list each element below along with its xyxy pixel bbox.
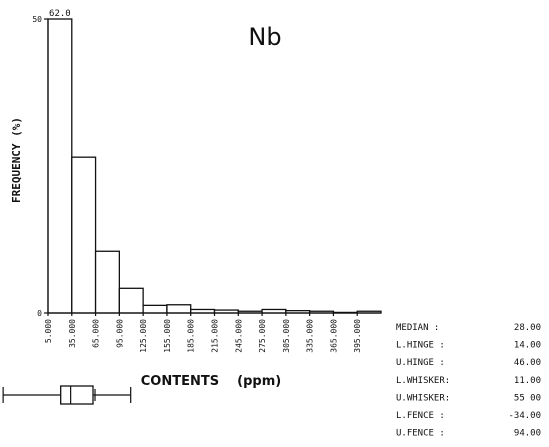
first-bar-value-label: 62.0 [49, 9, 71, 19]
stat-value: 11.00 [514, 376, 541, 386]
y-tick-label: 0 [37, 309, 42, 318]
stat-value: -34.00 [508, 411, 541, 421]
histogram-bars [47, 18, 382, 314]
stat-label: L.HINGE : [396, 341, 445, 351]
stat-value: 14.00 [514, 341, 541, 351]
box-iqr [60, 385, 94, 405]
x-tick-label: 305.000 [282, 319, 291, 353]
x-tick-label: 35.000 [68, 319, 77, 348]
stat-label: L.FENCE : [396, 411, 445, 421]
x-tick-label: 245.000 [234, 319, 243, 353]
y-axis-ticks: 0 50 [32, 15, 48, 318]
chart-title: Nb [248, 23, 281, 51]
x-tick-label: 125.000 [139, 319, 148, 353]
x-axis-label: CONTENTS (ppm) [141, 374, 281, 389]
x-axis-tick-labels: 5.000 35.000 65.000 95.000 125.000 155.000 185… [44, 313, 362, 353]
summary-stats-table: MEDIAN : 28.00 L.HINGE : 14.00 U.HINGE : 46.0… [396, 323, 541, 439]
stat-value: 55 00 [514, 393, 541, 403]
histogram-bar [94, 250, 121, 314]
x-tick-label: 185.000 [187, 319, 196, 353]
histogram-bar [47, 18, 73, 314]
box-plot [2, 385, 132, 405]
stat-value: 46.00 [514, 358, 541, 368]
y-tick-label: 50 [32, 15, 42, 24]
stat-label: MEDIAN : [396, 323, 439, 333]
histogram-bar [142, 304, 168, 314]
x-tick-label: 155.000 [163, 319, 172, 353]
x-tick-label: 365.000 [329, 319, 338, 353]
x-tick-label: 395.000 [353, 319, 362, 353]
stat-label: U.WHISKER: [396, 393, 450, 403]
x-tick-label: 275.000 [258, 319, 267, 353]
x-tick-label: 5.000 [44, 319, 53, 343]
x-tick-label: 335.000 [306, 319, 315, 353]
x-tick-label: 65.000 [92, 319, 101, 348]
x-tick-label: 215.000 [211, 319, 220, 353]
histogram-bar [118, 287, 144, 314]
histogram-bar [71, 156, 97, 314]
chart-axes [47, 19, 381, 314]
stat-label: U.FENCE : [396, 429, 445, 439]
stat-value: 28.00 [514, 323, 541, 333]
stat-label: U.HINGE : [396, 358, 445, 368]
stat-label: L.WHISKER: [396, 376, 450, 386]
stat-value: 94.00 [514, 429, 541, 439]
x-tick-label: 95.000 [115, 319, 124, 348]
histogram-bar [166, 304, 192, 314]
y-axis-label: FREQUENCY (%) [10, 117, 23, 203]
